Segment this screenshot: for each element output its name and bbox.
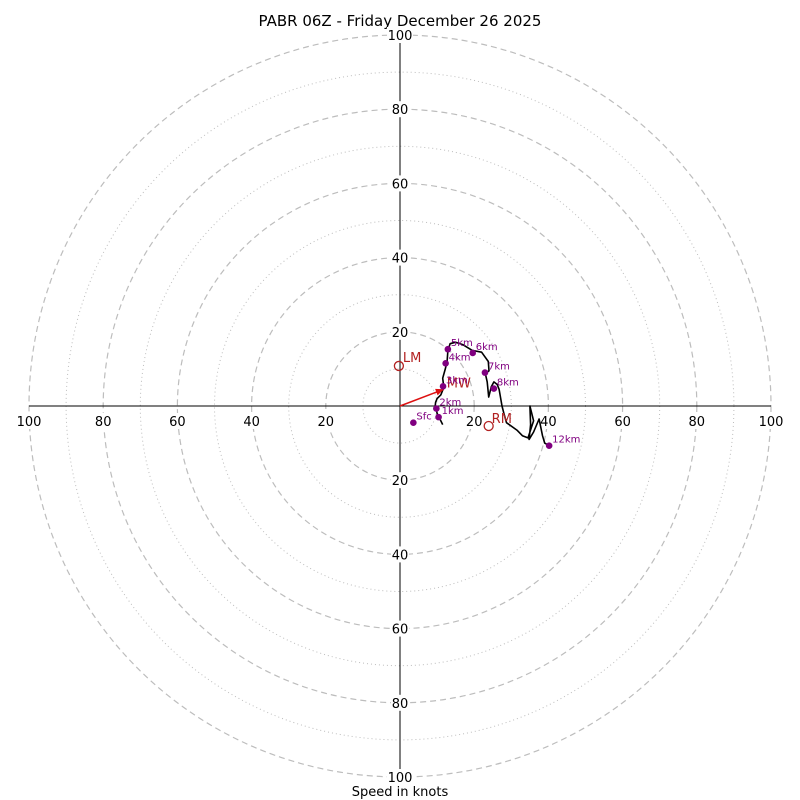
tick-right-100-bg [758,413,784,429]
height-marker-6km [469,349,477,357]
tick-down-100-bg [387,769,413,785]
tick-up-40: 40 [392,252,409,267]
storm-motion-mw-label: MW [447,376,471,391]
tick-up-100: 100 [388,29,413,44]
tick-right-80: 80 [689,415,706,430]
chart-title: PABR 06Z - Friday December 26 2025 [259,12,542,30]
tick-down-80-bg [391,694,409,711]
height-marker-sfc [410,419,417,426]
tick-left-60-bg [168,413,187,429]
tick-up-20-bg [391,323,409,340]
x-axis-label: Speed in knots [352,785,449,800]
tick-right-100: 100 [759,415,784,430]
tick-up-100-bg [387,27,413,43]
height-marker-1km [435,413,442,421]
tick-down-20: 20 [392,474,409,489]
tick-left-60: 60 [169,415,186,430]
storm-motion-rm-marker [483,420,494,432]
height-marker-8km [490,385,498,392]
tick-labels: 20 20 20 20 40 40 40 40 60 60 60 60 80 80 80 80 100 100 10… [16,27,784,786]
height-marker-7km [481,369,489,376]
tick-down-80: 80 [392,697,409,712]
tick-up-80: 80 [392,103,409,118]
tick-right-20: 20 [466,415,483,430]
height-marker-5km [444,345,452,353]
height-label-5km: 5km [451,338,473,349]
tick-down-60-bg [391,620,409,637]
tick-left-80-bg [94,413,113,429]
tick-down-40-bg [391,546,409,563]
tick-left-20: 20 [318,415,335,430]
height-marker-3km [439,383,447,390]
height-marker-2km [433,405,440,412]
tick-right-20-bg [465,413,484,429]
tick-down-40: 40 [392,548,409,563]
shear-vector-head [435,388,444,396]
tick-up-40-bg [391,249,409,266]
tick-down-20-bg [391,472,409,489]
tick-right-40-bg [539,413,558,429]
storm-motion-rm-label: RM [492,412,512,427]
tick-up-20: 20 [392,326,409,341]
tick-down-60: 60 [392,623,409,638]
height-label-8km: 8km [497,378,519,389]
tick-right-60-bg [613,413,632,429]
tick-left-80: 80 [95,415,112,430]
tick-right-40: 40 [540,415,557,430]
storm-motion-group: LM RM MW [393,351,512,432]
height-label-2km: 2km [439,398,461,409]
tick-right-80-bg [687,413,706,429]
height-label-3km: 3km [446,375,468,386]
tick-left-100: 100 [17,415,42,430]
height-label-4km: 4km [449,352,471,363]
tick-up-60: 60 [392,177,409,192]
tick-right-60: 60 [614,415,631,430]
height-label-12km: 12km [552,435,580,446]
storm-motion-lm-label: LM [403,351,421,366]
tick-down-100: 100 [388,771,413,786]
height-label-sfc: Sfc [416,412,431,423]
tick-left-40: 40 [243,415,260,430]
tick-up-60-bg [391,175,409,192]
storm-motion-lm-marker [393,360,405,372]
tick-left-40-bg [242,413,261,429]
tick-left-100-bg [16,413,42,429]
height-label-1km: 1km [442,406,464,417]
tick-left-20-bg [316,413,335,429]
tick-up-80-bg [391,101,409,118]
shear-vector-group [399,388,445,407]
height-marker-12km [545,442,553,449]
height-label-6km: 6km [476,342,498,353]
height-marker-4km [442,360,449,367]
height-label-7km: 7km [488,362,510,373]
